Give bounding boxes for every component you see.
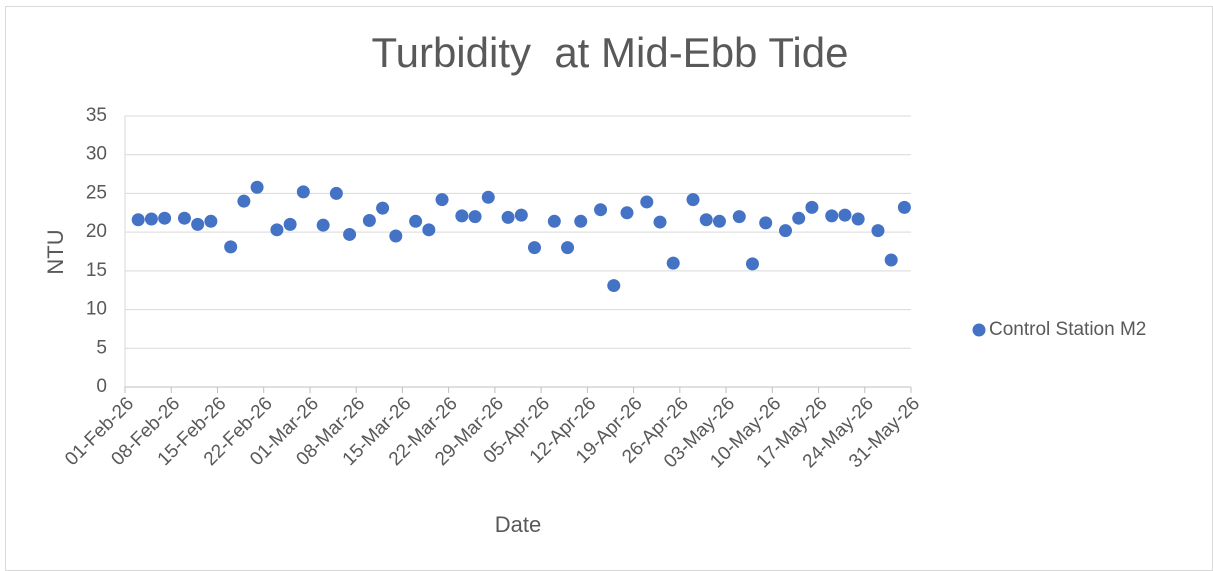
point [779, 224, 793, 238]
y-tick-label: 35 [86, 105, 107, 126]
point [686, 193, 700, 207]
point [805, 200, 819, 214]
point [455, 209, 469, 223]
point [514, 208, 528, 222]
point [745, 257, 759, 271]
point [283, 217, 297, 231]
point [191, 217, 205, 231]
point [204, 214, 218, 228]
point [468, 210, 482, 224]
point [389, 229, 403, 243]
point [884, 253, 898, 267]
point [250, 180, 264, 194]
point [759, 216, 773, 230]
point [574, 214, 588, 228]
point [897, 200, 911, 214]
point [158, 211, 172, 225]
point [270, 223, 284, 237]
point [362, 214, 376, 228]
x-axis-title: Date [495, 512, 541, 537]
point [144, 212, 158, 226]
point [792, 211, 806, 225]
point [732, 210, 746, 224]
point [481, 190, 495, 204]
y-tick-label: 10 [86, 299, 107, 320]
legend-marker [972, 323, 986, 337]
point [329, 186, 343, 200]
point [343, 227, 357, 241]
point [528, 241, 542, 255]
point [838, 208, 852, 222]
point [607, 279, 621, 293]
y-tick-label: 0 [96, 376, 107, 397]
y-tick-label: 20 [86, 221, 107, 242]
y-tick-label: 5 [96, 337, 107, 358]
y-tick-label: 25 [86, 182, 107, 203]
point [699, 213, 713, 227]
point [501, 210, 515, 224]
y-tick-label: 30 [86, 144, 107, 165]
point [435, 193, 449, 207]
chart-title: Turbidity at Mid-Ebb Tide [372, 29, 849, 76]
point [131, 213, 145, 227]
point [316, 218, 330, 232]
point [871, 224, 885, 238]
point [177, 211, 191, 225]
y-tick-label: 15 [86, 260, 107, 281]
point [666, 256, 680, 270]
point [224, 240, 238, 254]
point [594, 203, 608, 217]
point [409, 214, 423, 228]
point [712, 214, 726, 228]
point [547, 214, 561, 228]
point [620, 206, 634, 220]
point [653, 215, 667, 229]
point [640, 195, 654, 209]
point [851, 212, 865, 226]
point [296, 185, 310, 199]
point [825, 209, 839, 223]
point [376, 201, 390, 215]
point [237, 194, 251, 208]
legend-label: Control Station M2 [989, 319, 1146, 340]
point [561, 241, 575, 255]
point [422, 223, 436, 237]
y-axis-title: NTU [43, 229, 68, 274]
